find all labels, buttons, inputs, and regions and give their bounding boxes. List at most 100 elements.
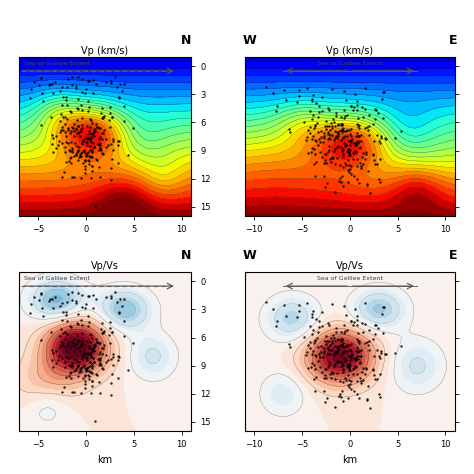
- Point: [338, 344, 346, 351]
- Point: [56, 128, 64, 135]
- Point: [67, 138, 74, 146]
- Point: [352, 148, 360, 156]
- Point: [86, 135, 94, 142]
- Point: [48, 295, 56, 302]
- Title: Vp/Vs: Vp/Vs: [91, 261, 119, 271]
- Point: [68, 81, 75, 89]
- Point: [343, 147, 350, 155]
- Point: [84, 363, 91, 371]
- Point: [109, 353, 117, 360]
- Point: [272, 107, 280, 115]
- Point: [295, 92, 303, 100]
- Point: [85, 367, 93, 374]
- Point: [89, 131, 97, 138]
- Point: [303, 348, 311, 356]
- Point: [316, 108, 323, 116]
- Point: [345, 360, 353, 368]
- Title: Vp (km/s): Vp (km/s): [326, 46, 374, 56]
- Point: [336, 128, 343, 135]
- Point: [83, 136, 91, 143]
- Point: [73, 104, 81, 112]
- Point: [374, 109, 381, 117]
- Point: [57, 110, 65, 118]
- Point: [77, 342, 84, 350]
- Point: [269, 305, 276, 312]
- Point: [91, 125, 99, 133]
- Point: [82, 151, 90, 159]
- Point: [273, 102, 281, 109]
- Point: [79, 374, 86, 382]
- Point: [129, 124, 137, 131]
- Point: [102, 293, 110, 301]
- Point: [63, 158, 70, 166]
- Point: [339, 151, 346, 159]
- Point: [78, 354, 85, 362]
- Point: [312, 373, 319, 381]
- Point: [304, 127, 312, 134]
- Point: [304, 364, 312, 372]
- Point: [353, 106, 361, 113]
- Point: [111, 73, 119, 81]
- Point: [70, 132, 77, 139]
- Point: [348, 350, 356, 357]
- Point: [320, 347, 328, 355]
- Point: [359, 319, 366, 327]
- Point: [66, 147, 74, 155]
- Point: [325, 128, 332, 136]
- Point: [308, 359, 315, 367]
- Point: [85, 344, 93, 352]
- Point: [349, 150, 357, 157]
- Point: [370, 371, 378, 379]
- Point: [72, 300, 79, 307]
- Point: [356, 352, 363, 360]
- Point: [340, 153, 347, 161]
- Point: [78, 139, 86, 147]
- Point: [67, 324, 74, 331]
- Point: [64, 291, 72, 298]
- Point: [301, 333, 308, 341]
- Point: [347, 102, 355, 109]
- Point: [337, 393, 345, 401]
- Point: [354, 115, 362, 122]
- Point: [376, 355, 384, 362]
- Point: [66, 322, 74, 329]
- Point: [334, 357, 342, 365]
- Point: [84, 156, 91, 164]
- Point: [364, 338, 371, 346]
- Point: [125, 151, 132, 159]
- Point: [67, 353, 74, 361]
- Point: [67, 154, 75, 161]
- Point: [348, 136, 356, 144]
- Point: [84, 349, 91, 356]
- Point: [343, 126, 351, 134]
- Point: [362, 320, 369, 328]
- Point: [376, 155, 384, 163]
- Point: [350, 172, 358, 179]
- Point: [339, 397, 347, 405]
- Point: [360, 364, 367, 372]
- Point: [347, 317, 355, 325]
- Point: [114, 141, 121, 149]
- Point: [83, 351, 91, 358]
- Point: [27, 85, 35, 92]
- Point: [311, 337, 319, 345]
- Point: [74, 122, 82, 129]
- Point: [339, 365, 347, 373]
- Point: [78, 122, 86, 129]
- Point: [335, 358, 342, 365]
- Point: [314, 113, 322, 121]
- Point: [105, 117, 113, 124]
- Point: [346, 152, 353, 159]
- Point: [70, 336, 77, 343]
- Point: [79, 352, 86, 359]
- Point: [64, 330, 71, 337]
- Point: [397, 127, 404, 135]
- Point: [337, 351, 345, 359]
- Point: [80, 362, 87, 370]
- Point: [58, 354, 65, 362]
- Point: [84, 312, 92, 319]
- Point: [341, 114, 348, 122]
- Point: [320, 159, 328, 167]
- Point: [37, 121, 45, 128]
- Point: [336, 162, 344, 169]
